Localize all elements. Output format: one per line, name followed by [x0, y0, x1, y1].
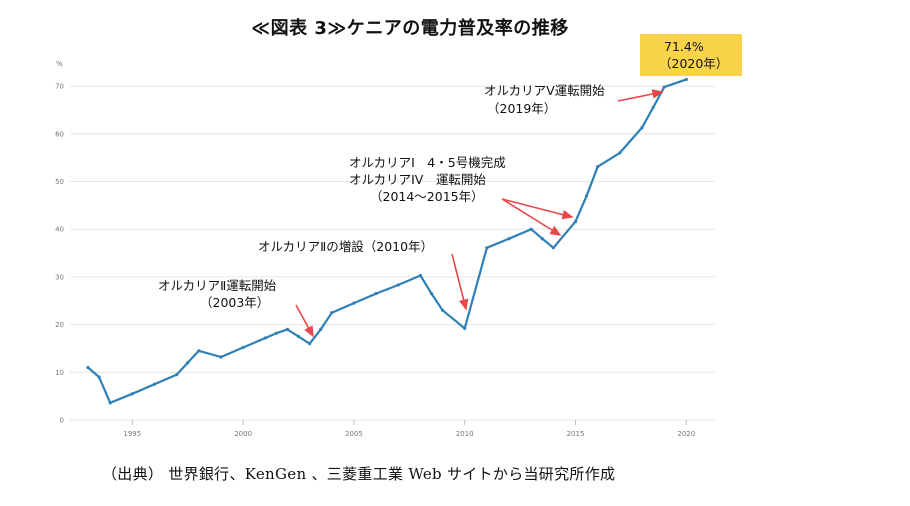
x-tick-label: 2020: [677, 430, 695, 438]
data-point: [396, 283, 400, 287]
annotation-1: 71.4% （2020年）: [640, 34, 742, 76]
data-point: [186, 361, 190, 365]
grid: [70, 85, 715, 421]
data-point: [274, 331, 278, 335]
data-point: [97, 375, 101, 379]
annotation-2: オルカリアV運転開始 （2019年）: [484, 83, 605, 116]
data-point: [319, 327, 323, 331]
annotation-text: （2020年）: [659, 56, 728, 71]
x-tick-label: 2000: [234, 430, 252, 438]
annotation-4: オルカリアⅡの増設（2010年）: [258, 239, 433, 254]
annotation-text: （2003年）: [200, 295, 269, 310]
y-tick-label: 10: [55, 369, 64, 377]
annotation-text: オルカリアI 4・5号機完成: [349, 155, 506, 170]
annotation-arrow: [295, 304, 314, 338]
annotation-text: オルカリアⅡ運転開始: [158, 278, 277, 293]
annotation-arrow: [451, 253, 469, 311]
axes: 0 10 20 30 40 50 60 70% 1995 2000 2005 2010 2015 2020: [55, 60, 695, 438]
x-tick-label: 2010: [456, 430, 474, 438]
callout-box: [640, 34, 742, 76]
data-point: [529, 227, 533, 231]
annotations: 71.4% （2020年） オルカリアV運転開始 （2019年） オルカリアI 4・5号…: [158, 34, 742, 338]
annotation-arrow: [617, 89, 664, 102]
data-point: [440, 308, 445, 312]
x-tick-label: 2015: [567, 430, 585, 438]
annotation-arrow: [501, 198, 562, 236]
source-note: （出典） 世界銀行、KenGen 、三菱重工業 Web サイトから当研究所作成: [102, 465, 616, 483]
data-point: [152, 382, 157, 386]
data-point: [596, 165, 600, 169]
y-axis-unit: %: [56, 60, 63, 68]
data-point: [197, 349, 201, 353]
data-point: [684, 77, 688, 82]
annotation-text: オルカリアIV 運転開始: [349, 172, 486, 187]
data-point: [285, 327, 290, 331]
annotation-text: （2014～2015年）: [370, 189, 484, 204]
data-point: [219, 355, 223, 359]
data-point: [651, 105, 655, 110]
y-tick-label: 50: [55, 178, 64, 186]
data-point: [263, 336, 267, 340]
data-point: [241, 345, 245, 350]
data-point: [374, 291, 378, 296]
annotation-arrow: [501, 198, 574, 220]
data-point: [175, 373, 179, 377]
annotation-5: オルカリアⅡ運転開始 （2003年）: [158, 278, 277, 310]
x-tick-label: 2005: [345, 430, 363, 438]
data-point: [352, 301, 356, 305]
data-point: [429, 291, 434, 296]
data-point: [108, 401, 112, 405]
chart-title: ≪図表 3≫ケニアの電力普及率の推移: [251, 18, 569, 39]
y-tick-label: 20: [55, 321, 64, 329]
annotation-text: （2019年）: [487, 101, 556, 116]
annotation-text: 71.4%: [664, 39, 704, 54]
data-point: [585, 194, 589, 198]
y-tick-label: 0: [60, 417, 64, 425]
data-point: [130, 392, 134, 396]
data-point: [330, 311, 334, 315]
y-tick-label: 30: [55, 273, 64, 281]
data-point: [463, 326, 467, 331]
data-point: [86, 365, 90, 370]
y-tick-label: 70: [55, 83, 64, 91]
data-point: [662, 85, 666, 89]
annotation-text: オルカリアⅡの増設（2010年）: [258, 239, 433, 254]
series-layer: [86, 77, 688, 405]
data-point: [507, 237, 511, 241]
x-tick-label: 1995: [123, 430, 141, 438]
data-point: [540, 237, 544, 241]
data-point: [640, 125, 644, 130]
y-tick-label: 60: [55, 130, 64, 138]
data-point: [551, 246, 555, 250]
data-point: [418, 273, 422, 278]
data-point: [308, 342, 312, 346]
data-point: [618, 151, 622, 155]
annotation-text: オルカリアV運転開始: [484, 83, 605, 98]
data-point: [296, 334, 301, 339]
data-point: [573, 219, 578, 224]
data-point: [485, 246, 489, 250]
y-tick-label: 40: [55, 226, 64, 234]
